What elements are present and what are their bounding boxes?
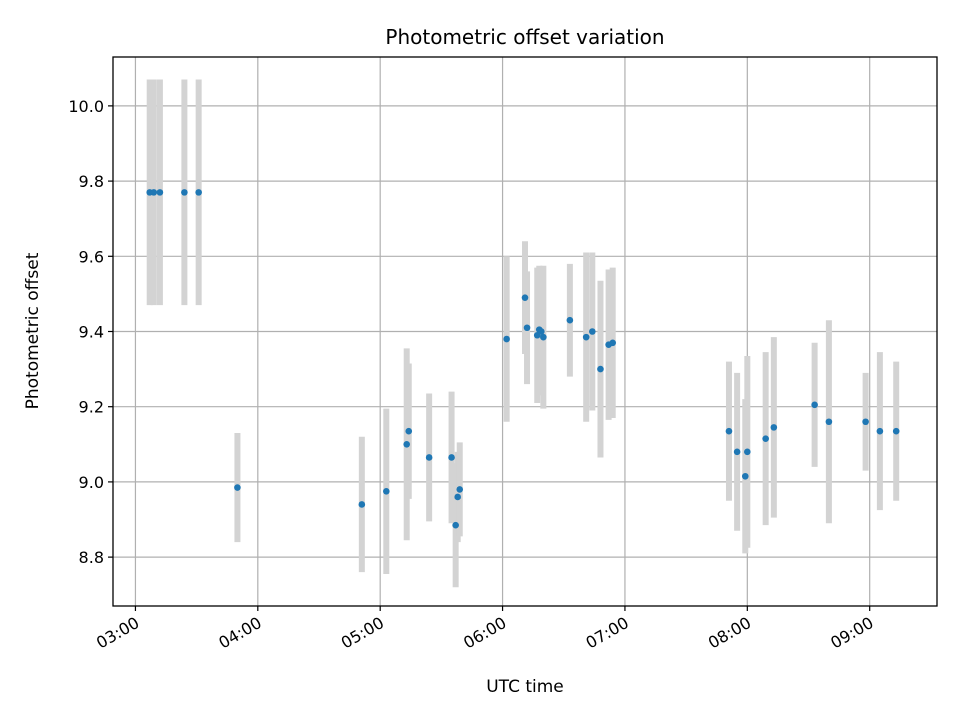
data-point: [540, 333, 547, 341]
data-point: [234, 484, 241, 491]
data-point: [876, 427, 884, 435]
data-point: [181, 189, 188, 196]
data-point: [521, 294, 529, 301]
data-point: [762, 435, 769, 442]
data-point: [892, 427, 900, 435]
y-tick-label: 9.8: [79, 172, 104, 191]
data-point: [523, 324, 531, 332]
y-tick-label: 8.8: [79, 548, 104, 567]
data-point: [448, 454, 455, 461]
data-point: [589, 328, 596, 335]
y-axis-label: Photometric offset: [23, 252, 43, 409]
data-point: [741, 472, 749, 480]
data-points: [146, 189, 900, 529]
x-axis-label: UTC time: [486, 677, 564, 697]
data-point: [582, 333, 590, 341]
chart-title: Photometric offset variation: [385, 25, 664, 49]
data-point: [454, 493, 461, 501]
data-point: [825, 418, 833, 426]
data-point: [405, 427, 413, 435]
data-point: [811, 401, 818, 409]
data-point: [358, 501, 366, 508]
y-tick-label: 9.0: [79, 473, 104, 492]
data-point: [456, 486, 464, 493]
data-point: [195, 189, 202, 196]
data-point: [566, 316, 574, 324]
data-point: [452, 521, 459, 529]
data-point: [503, 335, 510, 343]
data-point: [725, 427, 733, 435]
data-point: [383, 488, 390, 495]
y-tick-label: 9.4: [79, 323, 104, 342]
data-point: [609, 339, 617, 347]
data-point: [156, 189, 164, 196]
data-point: [597, 365, 604, 373]
y-tick-label: 9.6: [79, 247, 104, 266]
y-tick-label: 10.0: [68, 97, 104, 116]
data-point: [150, 189, 158, 196]
data-point: [770, 424, 778, 431]
data-point: [733, 448, 741, 456]
y-tick-label: 9.2: [79, 398, 104, 417]
data-point: [425, 454, 433, 461]
data-point: [403, 441, 411, 448]
data-point: [744, 448, 751, 456]
data-point: [862, 418, 869, 426]
data-point: [538, 328, 545, 335]
